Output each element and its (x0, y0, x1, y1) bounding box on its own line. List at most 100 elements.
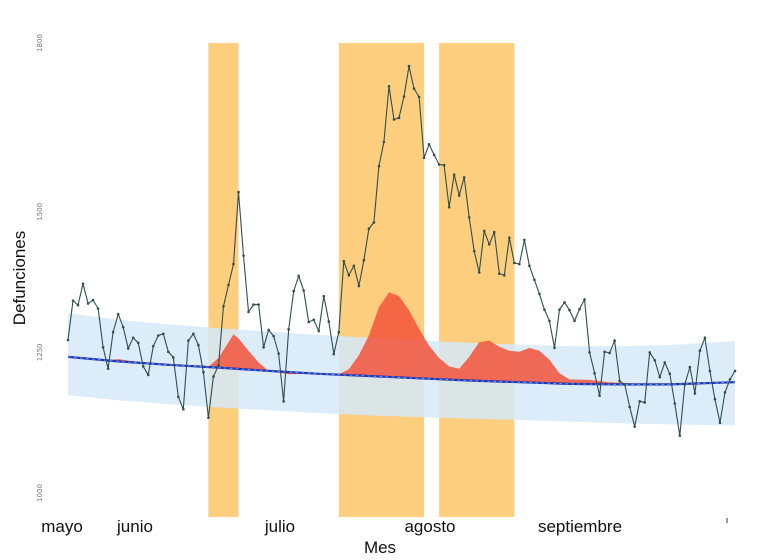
observed-point (282, 400, 285, 403)
observed-point (141, 365, 145, 368)
observed-point (457, 194, 461, 197)
observed-point (598, 394, 601, 397)
observed-point (497, 272, 501, 275)
observed-point (578, 307, 581, 311)
observed-point (161, 332, 165, 336)
x-tick-label: mayo (41, 517, 83, 536)
observed-point (618, 379, 621, 383)
observed-point (593, 371, 596, 375)
observed-point (307, 320, 311, 324)
observed-point (332, 352, 336, 356)
observed-point (397, 116, 401, 120)
observed-point (101, 346, 105, 349)
observed-point (503, 274, 506, 277)
observed-point (182, 407, 185, 411)
observed-point (638, 400, 642, 403)
observed-point (417, 95, 421, 99)
observed-point (66, 338, 70, 342)
observed-point (608, 351, 611, 355)
observed-point (513, 261, 516, 265)
observed-point (402, 95, 406, 98)
observed-point (136, 341, 140, 345)
observed-point (412, 87, 416, 90)
observed-point (252, 303, 255, 306)
observed-point (462, 176, 466, 179)
observed-point (698, 349, 702, 352)
observed-point (242, 254, 245, 257)
observed-point (156, 334, 160, 337)
y-tick-label: 1500 (36, 203, 44, 221)
observed-point (427, 142, 431, 146)
observed-point (528, 264, 531, 268)
observed-point (71, 299, 75, 302)
observed-point (362, 258, 366, 262)
observed-point (583, 298, 586, 301)
observed-point (643, 401, 647, 404)
observed-point (452, 173, 456, 176)
observed-point (177, 395, 180, 399)
observed-point (442, 163, 446, 167)
observed-point (116, 312, 120, 316)
observed-point (257, 303, 260, 306)
observed-point (563, 301, 566, 304)
observed-point (623, 383, 626, 386)
x-tick-label: septiembre (538, 517, 622, 536)
observed-point (693, 392, 697, 395)
observed-point (86, 302, 90, 305)
observed-point (367, 227, 371, 230)
observed-point (678, 434, 682, 437)
observed-point (172, 356, 175, 359)
observed-point (492, 230, 496, 234)
y-tick-label: 1250 (36, 343, 44, 361)
observed-point (653, 358, 657, 362)
observed-point (217, 364, 220, 367)
observed-point (146, 373, 150, 377)
observed-point (277, 352, 280, 355)
observed-point (262, 346, 265, 349)
x-tick-label: agosto (404, 517, 455, 536)
observed-point (357, 284, 361, 288)
observed-point (713, 397, 717, 401)
observed-point (518, 262, 521, 266)
observed-point (467, 216, 471, 219)
observed-point (447, 205, 451, 209)
observed-point (588, 351, 591, 354)
expected-series-dash (67, 356, 736, 385)
observed-point (382, 140, 386, 144)
observed-point (733, 369, 737, 373)
observed-point (192, 332, 195, 336)
observed-point (407, 64, 411, 68)
observed-point (668, 372, 672, 376)
x-tick-label: julio (264, 517, 295, 536)
observed-point (187, 339, 190, 342)
observed-point (723, 391, 727, 394)
observed-point (648, 351, 652, 354)
observed-point (538, 292, 541, 296)
observed-point (272, 334, 275, 338)
observed-point (151, 344, 155, 348)
observed-point (613, 339, 616, 342)
observed-point (297, 274, 300, 278)
x-tick-label: junio (116, 517, 153, 536)
observed-point (477, 271, 481, 274)
observed-line (66, 64, 737, 437)
observed-point (377, 164, 381, 168)
observed-point (533, 278, 536, 282)
observed-point (327, 320, 331, 323)
observed-point (202, 370, 205, 374)
observed-point (432, 153, 436, 157)
observed-point (247, 310, 250, 314)
y-tick-label: 1800 (36, 34, 44, 52)
observed-point (131, 336, 135, 340)
observed-point (508, 236, 511, 239)
observed-point (673, 402, 677, 405)
observed-point (387, 85, 391, 88)
observed-point (287, 328, 290, 331)
observed-point (683, 383, 687, 386)
observed-point (111, 330, 115, 334)
y-axis-label: Defunciones (10, 231, 29, 326)
highlight-periods (208, 43, 515, 517)
observed-point (237, 190, 240, 194)
expected-line (67, 355, 736, 386)
